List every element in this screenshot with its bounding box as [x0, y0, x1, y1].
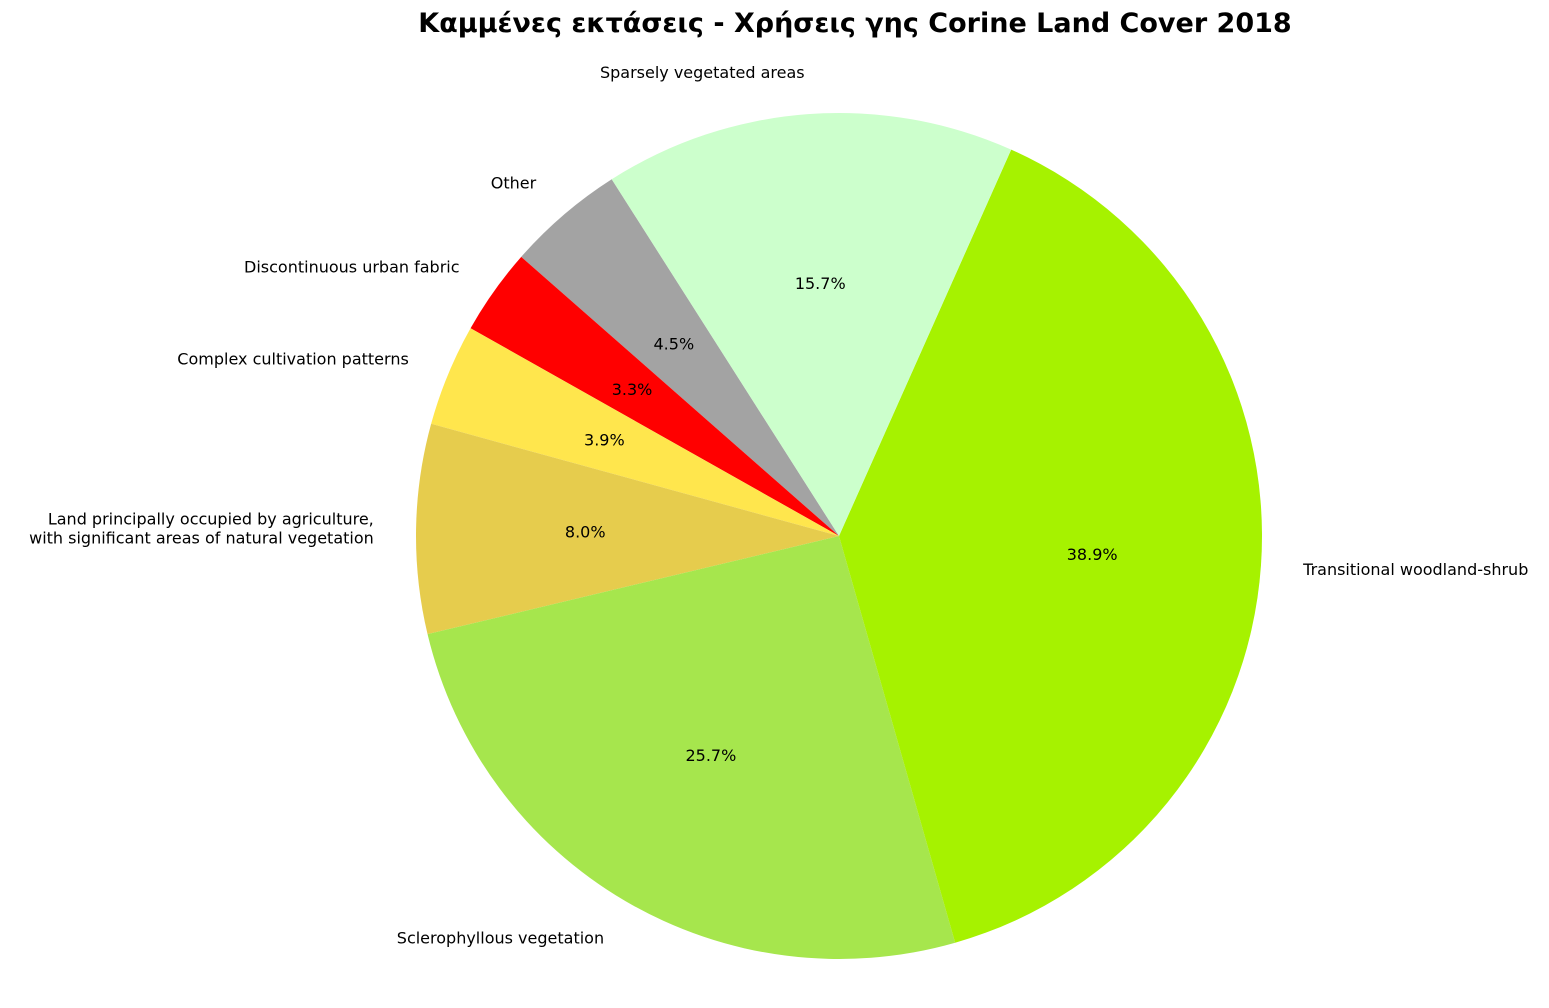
slice-labels: Other Discontinuous urban fabric Complex c…: [29, 63, 1528, 948]
slice-percent-label: 38.9%: [1067, 545, 1118, 564]
slice-percent-label: 15.7%: [795, 274, 846, 293]
pie-slices: [416, 113, 1263, 960]
slice-label: Sparsely vegetated areas: [600, 63, 805, 82]
percent-labels: 4.5% 3.3% 3.9% 8.0% 25.7% 38.9% 15.7%: [565, 274, 1118, 765]
pie-slice-sclerophyllous-vegetation: [427, 536, 956, 960]
pie-slice-discontinuous-urban-fabric: [470, 256, 839, 536]
slice-label: Transitional woodland-shrub: [1302, 560, 1528, 579]
slice-label: Land principally occupied by agriculture…: [29, 510, 374, 548]
slice-label: Discontinuous urban fabric: [244, 258, 460, 277]
slice-percent-label: 25.7%: [685, 746, 736, 765]
slice-percent-label: 3.3%: [612, 380, 653, 399]
slice-label: Sclerophyllous vegetation: [397, 929, 604, 948]
slice-percent-label: 3.9%: [584, 430, 625, 449]
pie-slice-land-principally-occupied-by-agriculture: [416, 423, 839, 635]
pie-slice-other: [521, 179, 839, 536]
slice-label: Other: [491, 174, 537, 193]
slice-percent-label: 8.0%: [565, 523, 606, 542]
pie-slice-sparsely-vegetated-areas: [611, 113, 1012, 536]
pie-slice-complex-cultivation-patterns: [431, 328, 839, 536]
pie-slice-transitional-woodland-shrub: [839, 149, 1263, 943]
slice-label: Complex cultivation patterns: [177, 350, 409, 369]
chart-title: Καμμένες εκτάσεις - Χρήσεις γης Corine L…: [418, 8, 1291, 39]
slice-percent-label: 4.5%: [654, 334, 695, 353]
